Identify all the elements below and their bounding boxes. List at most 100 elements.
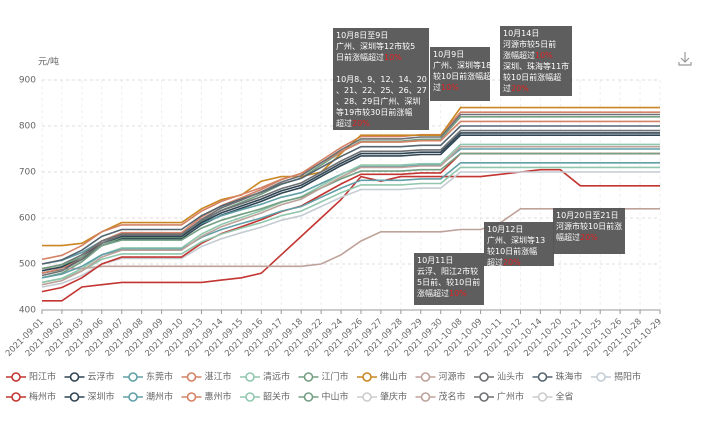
legend-label: 梅州市	[29, 391, 56, 403]
annotation-line: 过20%	[503, 83, 529, 93]
annotation-line: 过10%	[433, 82, 459, 92]
legend-label: 江门市	[322, 371, 349, 383]
legend-item[interactable]: 阳江市	[6, 371, 56, 383]
legend-label: 广州市	[497, 391, 524, 403]
legend-marker	[537, 372, 548, 382]
series-line	[41, 113, 660, 277]
legend-item[interactable]: 梅州市	[6, 391, 56, 403]
legend-marker	[420, 392, 431, 402]
legend-item[interactable]: 河源市	[415, 371, 466, 383]
annotation-line: 超过20%	[487, 257, 521, 267]
legend-marker	[69, 392, 80, 402]
annotation-line: 涨幅超过10%	[417, 288, 467, 298]
series-line	[41, 166, 660, 284]
legend-item[interactable]: 佛山市	[357, 371, 407, 383]
annotation-line: 、28、29日广州、深圳	[336, 96, 420, 106]
legend-item[interactable]: 江门市	[298, 371, 349, 383]
legend-item[interactable]: 惠州市	[181, 391, 232, 403]
annotation-text: 10%	[384, 53, 402, 62]
annotation-text: 10月9日	[433, 50, 464, 59]
annotation-line: 超过20%	[336, 118, 370, 128]
annotation-line: 10月11日	[417, 256, 453, 265]
annotation-text: 涨幅超过	[503, 50, 535, 60]
annotation-text: 10%	[535, 51, 553, 60]
annotation-text: 超过	[336, 118, 352, 128]
legend-item[interactable]: 云浮市	[64, 371, 115, 383]
annotation-line: 广州、深圳等13	[487, 235, 545, 245]
legend-label: 清远市	[263, 371, 290, 383]
legend-item[interactable]: 中山市	[298, 391, 349, 403]
annotation-text: 10月8日至9日	[336, 31, 388, 40]
annotation-line: 10月8日至9日	[336, 31, 388, 40]
annotation-line: 10月12日	[487, 225, 523, 234]
annotation-box	[484, 222, 554, 266]
legend-marker	[128, 372, 138, 382]
legend-marker	[11, 392, 21, 402]
annotation-text: 10%	[449, 289, 467, 298]
download-icon[interactable]	[678, 52, 692, 66]
legend-marker	[596, 372, 606, 382]
annotation-text: 涨幅超过	[417, 288, 449, 298]
annotation-text: 10月11日	[417, 256, 453, 265]
legend-item[interactable]: 汕头市	[474, 371, 524, 383]
legend-item[interactable]: 茂名市	[415, 391, 466, 403]
legend-marker	[11, 372, 21, 382]
annotation-text: 10月20日至21日	[556, 211, 619, 220]
legend-marker	[186, 372, 197, 382]
annotation-text: 20%	[580, 233, 598, 242]
legend-item[interactable]: 潮州市	[123, 391, 173, 403]
series-line	[41, 143, 660, 284]
legend-item[interactable]: 珠海市	[532, 371, 583, 383]
legend-label: 中山市	[322, 391, 349, 403]
annotation: 10月14日河源市较5日前涨幅超过10%深圳、珠海等11市较10日前涨幅超过20…	[500, 26, 572, 96]
legend-label: 佛山市	[380, 371, 407, 383]
annotation-line: 涨幅超过10%	[503, 50, 553, 60]
legend-marker	[479, 392, 489, 402]
legend-label: 深圳市	[88, 391, 115, 403]
legend-item[interactable]: 揭阳市	[591, 371, 641, 383]
legend-item[interactable]: 肇庆市	[357, 391, 407, 403]
legend-label: 阳江市	[29, 371, 56, 383]
legend-item[interactable]: 湛江市	[181, 371, 232, 383]
legend-label: 云浮市	[88, 371, 115, 383]
download-glyph[interactable]	[678, 52, 692, 66]
legend-item[interactable]: 清远市	[240, 371, 290, 383]
legend-marker	[245, 372, 255, 382]
legend-item[interactable]: 全省	[532, 391, 574, 403]
annotation-line: 河源市较10日前涨	[556, 221, 622, 231]
annotation-box	[553, 208, 625, 254]
y-tick-label: 400	[19, 306, 36, 316]
annotation-text: 广州、深圳等12市较5	[336, 41, 415, 51]
series-line	[41, 129, 660, 270]
legend-marker	[303, 372, 314, 382]
annotation-text: 10月8、9、12、14、20	[336, 75, 427, 84]
annotation-text: 云浮、阳江2市较	[417, 266, 478, 276]
legend-item[interactable]: 广州市	[474, 391, 524, 403]
legend-label: 珠海市	[556, 371, 583, 383]
annotation-box	[333, 28, 429, 130]
annotation-text: 等19市较30日前涨幅	[336, 107, 412, 117]
y-tick-label: 800	[19, 122, 36, 132]
annotation-text: 日前涨幅超过	[336, 52, 384, 62]
annotation-line: 幅超过20%	[556, 232, 598, 242]
legend-label: 河源市	[439, 371, 466, 383]
annotation-line: 5日前、较10日前	[417, 277, 480, 287]
legend-item[interactable]: 深圳市	[64, 391, 115, 403]
annotation-line: 、21、22、25、26、27	[336, 86, 427, 95]
series-line	[41, 111, 660, 274]
legend-item[interactable]: 韶关市	[240, 391, 290, 403]
annotation-text: 、28、29日广州、深圳	[336, 96, 420, 106]
legend-label: 全省	[556, 391, 574, 403]
series-line	[41, 162, 660, 279]
y-tick-label: 900	[19, 76, 36, 86]
annotation-text: 过	[433, 82, 441, 92]
y-tick-label: 700	[19, 168, 36, 178]
legend-label: 惠州市	[205, 391, 232, 403]
annotation-line: 10月9日	[433, 50, 464, 59]
legend-label: 韶关市	[263, 391, 290, 403]
legend-item[interactable]: 东莞市	[123, 371, 173, 383]
